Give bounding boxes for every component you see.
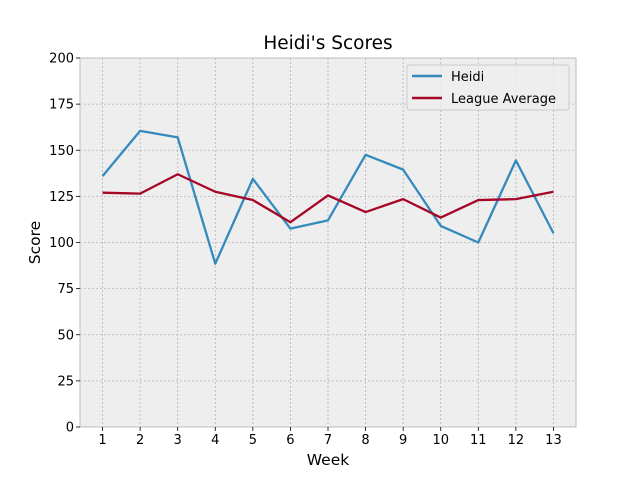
- x-tick-label: 9: [399, 433, 407, 448]
- x-tick-label: 3: [174, 433, 182, 448]
- x-tick-label: 7: [324, 433, 332, 448]
- series-lines: [101, 129, 555, 265]
- series-line-league-average: [102, 173, 554, 224]
- y-tick-label: 175: [49, 98, 74, 113]
- y-tick-label: 150: [49, 144, 74, 159]
- legend-label-heidi: Heidi: [451, 70, 484, 85]
- y-tick-label: 75: [57, 282, 74, 297]
- series-line-heidi: [101, 129, 555, 265]
- y-tick-label: 200: [49, 52, 74, 67]
- y-tick-label: 25: [57, 374, 74, 389]
- x-tick-label: 11: [470, 433, 487, 448]
- x-tick-label: 12: [508, 433, 525, 448]
- legend-box: [406, 64, 570, 111]
- y-tick-label: 100: [49, 236, 74, 251]
- x-tick-label: 6: [286, 433, 294, 448]
- x-tick-label: 1: [98, 433, 106, 448]
- legend: Heidi League Average: [406, 64, 570, 111]
- x-tick-label: 10: [432, 433, 449, 448]
- y-tick-label: 125: [49, 190, 74, 205]
- x-axis-label: Week: [307, 451, 349, 469]
- x-tick-label: 2: [136, 433, 144, 448]
- x-tick-label: 4: [211, 433, 219, 448]
- y-tick-label: 0: [66, 421, 74, 436]
- legend-label-league-average: League Average: [451, 92, 556, 107]
- y-tick-label: 50: [57, 328, 74, 343]
- x-tick-label: 8: [361, 433, 369, 448]
- y-axis-label: Score: [26, 221, 44, 264]
- chart-title: Heidi's Scores: [263, 33, 392, 54]
- x-tick-label: 5: [249, 433, 257, 448]
- x-tick-label: 13: [545, 433, 562, 448]
